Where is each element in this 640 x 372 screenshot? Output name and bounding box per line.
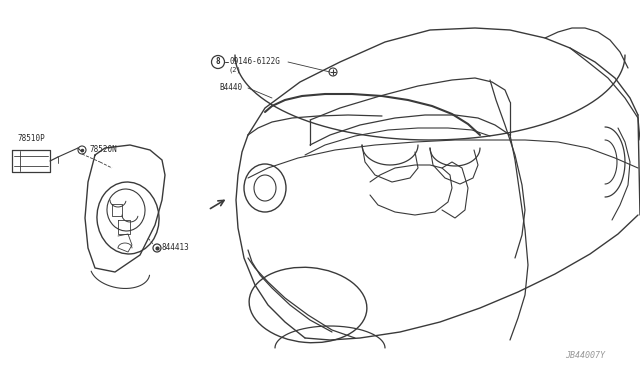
Text: B4440: B4440 bbox=[219, 83, 242, 93]
Text: JB44007Y: JB44007Y bbox=[565, 350, 605, 359]
Text: 78520N: 78520N bbox=[90, 145, 118, 154]
Text: 09146-6122G: 09146-6122G bbox=[229, 58, 280, 67]
Text: (2): (2) bbox=[229, 67, 242, 73]
Text: 8: 8 bbox=[216, 58, 220, 67]
Text: 844413: 844413 bbox=[162, 244, 189, 253]
Text: 78510P: 78510P bbox=[18, 134, 45, 143]
